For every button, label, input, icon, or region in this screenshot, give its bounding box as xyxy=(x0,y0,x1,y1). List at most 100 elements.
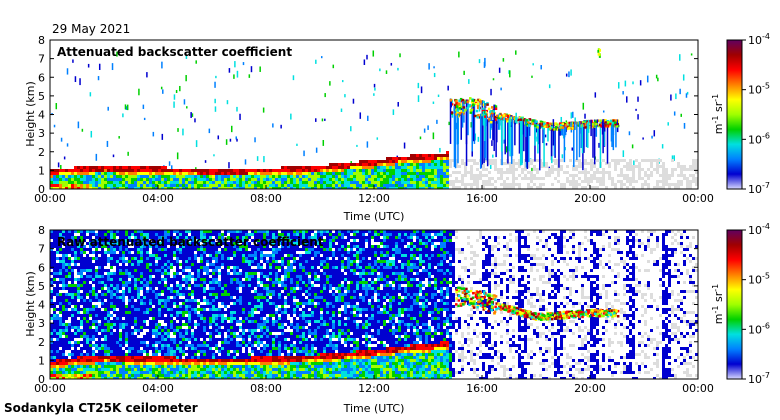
heatmap-cell xyxy=(338,178,341,181)
heatmap-cell xyxy=(191,254,194,257)
heatmap-cell xyxy=(131,169,134,172)
heatmap-cell xyxy=(161,266,164,269)
heatmap-cell xyxy=(320,56,323,59)
heatmap-cell xyxy=(56,242,59,245)
heatmap-cell xyxy=(233,181,236,184)
heatmap-cell xyxy=(188,296,191,299)
heatmap-cell xyxy=(116,299,119,302)
heatmap-cell xyxy=(176,184,179,187)
heatmap-cell xyxy=(50,329,53,332)
heatmap-cell xyxy=(92,329,95,332)
heatmap-cell xyxy=(161,269,164,272)
heatmap-cell xyxy=(548,84,551,89)
heatmap-cell xyxy=(62,353,65,356)
heatmap-cell xyxy=(125,233,128,236)
heatmap-cell xyxy=(143,281,146,284)
heatmap-cell xyxy=(536,171,539,174)
heatmap-cell xyxy=(125,245,128,248)
heatmap-cell xyxy=(152,131,155,137)
heatmap-cell xyxy=(92,311,95,314)
heatmap-cell xyxy=(680,165,683,168)
heatmap-cell xyxy=(587,122,589,148)
heatmap-cell xyxy=(191,302,194,305)
heatmap-cell xyxy=(137,323,140,326)
heatmap-cell xyxy=(113,287,116,290)
heatmap-cell xyxy=(413,169,416,172)
heatmap-cell xyxy=(383,178,386,181)
heatmap-cell xyxy=(251,172,254,175)
heatmap-cell xyxy=(556,123,559,126)
heatmap-cell xyxy=(83,323,86,326)
heatmap-cell xyxy=(101,251,104,254)
heatmap-cell xyxy=(86,338,89,341)
heatmap-cell xyxy=(74,308,77,311)
heatmap-cell xyxy=(116,302,119,305)
heatmap-cell xyxy=(525,122,528,125)
heatmap-cell xyxy=(68,178,71,181)
heatmap-cell xyxy=(200,172,203,175)
heatmap-cell xyxy=(284,184,287,187)
heatmap-cell xyxy=(146,281,149,284)
heatmap-cell xyxy=(194,281,197,284)
heatmap-cell xyxy=(221,169,224,172)
heatmap-cell xyxy=(62,338,65,341)
heatmap-cell xyxy=(116,272,119,275)
heatmap-cell xyxy=(422,172,425,175)
heatmap-cell xyxy=(251,169,254,172)
heatmap-cell xyxy=(213,154,215,157)
heatmap-cell xyxy=(173,178,176,181)
heatmap-cell xyxy=(56,272,59,275)
heatmap-cell xyxy=(59,248,62,251)
x-tick-label: 00:00 xyxy=(682,192,714,205)
heatmap-cell xyxy=(158,275,161,278)
heatmap-cell xyxy=(128,350,131,353)
heatmap-cell xyxy=(462,106,466,109)
heatmap-cell xyxy=(191,284,194,287)
heatmap-cell xyxy=(122,314,125,317)
heatmap-cell xyxy=(116,329,119,332)
heatmap-cell xyxy=(143,335,146,338)
heatmap-cell xyxy=(86,350,89,353)
heatmap-cell xyxy=(71,320,74,323)
heatmap-cell xyxy=(173,299,176,302)
heatmap-cell xyxy=(83,353,86,356)
heatmap-cell xyxy=(119,272,122,275)
heatmap-cell xyxy=(92,281,95,284)
heatmap-cell xyxy=(428,166,431,169)
heatmap-cell xyxy=(225,139,228,145)
heatmap-cell xyxy=(170,263,173,266)
heatmap-cell xyxy=(287,166,290,169)
heatmap-cell xyxy=(552,128,556,131)
heatmap-cell xyxy=(197,341,200,344)
heatmap-cell xyxy=(128,239,131,242)
heatmap-cell xyxy=(55,103,58,110)
heatmap-cell xyxy=(314,184,317,187)
heatmap-cell xyxy=(401,166,404,169)
heatmap-cell xyxy=(425,175,428,178)
heatmap-cell xyxy=(236,178,239,181)
heatmap-cell xyxy=(266,172,269,175)
heatmap-cell xyxy=(152,293,155,296)
heatmap-cell xyxy=(71,269,74,272)
heatmap-cell xyxy=(629,180,632,183)
heatmap-cell xyxy=(101,178,104,181)
heatmap-cell xyxy=(167,305,170,308)
heatmap-cell xyxy=(86,293,89,296)
heatmap-cell xyxy=(119,332,122,335)
heatmap-cell xyxy=(149,314,152,317)
heatmap-cell xyxy=(71,332,74,335)
heatmap-cell xyxy=(176,317,179,320)
heatmap-cell xyxy=(122,305,125,308)
heatmap-cell xyxy=(131,320,134,323)
heatmap-cell xyxy=(287,178,290,181)
heatmap-cell xyxy=(81,128,84,132)
heatmap-cell xyxy=(113,236,116,239)
heatmap-cell xyxy=(95,172,98,175)
heatmap-cell xyxy=(296,175,299,178)
heatmap-cell xyxy=(203,269,206,272)
heatmap-cell xyxy=(455,101,459,105)
heatmap-cell xyxy=(98,260,101,263)
heatmap-cell xyxy=(164,187,167,189)
heatmap-cell xyxy=(176,263,179,266)
heatmap-cell xyxy=(179,275,182,278)
